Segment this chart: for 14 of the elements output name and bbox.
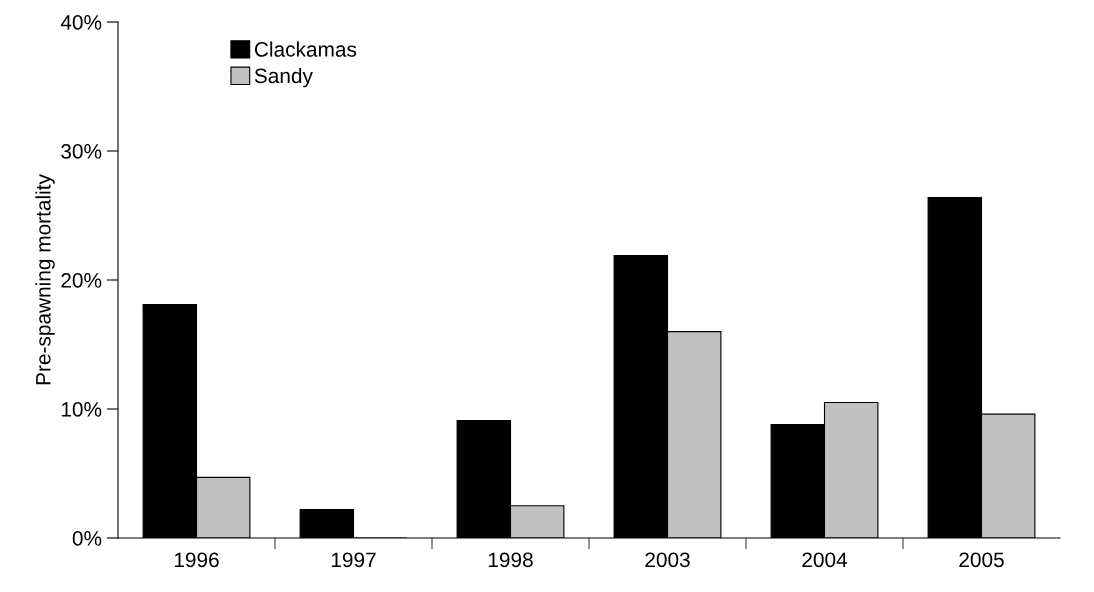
y-tick-label: 0% — [72, 531, 102, 546]
y-tick-label: 20% — [61, 273, 102, 288]
x-tick-label: 1997 — [331, 552, 376, 568]
y-tick-label: 40% — [60, 15, 102, 30]
x-tick-label: 1998 — [488, 552, 533, 568]
x-tick-label: 1996 — [174, 552, 219, 568]
x-tick-label: 2004 — [802, 552, 848, 568]
y-axis-title: Pre-spawning mortality — [35, 174, 55, 385]
legend-label: Clackamas — [254, 41, 357, 57]
x-tick-label: 2005 — [959, 552, 1004, 568]
legend-label: Sandy — [254, 67, 313, 88]
y-tick-label: 30% — [61, 144, 102, 159]
y-tick-label: 10% — [61, 402, 102, 417]
x-tick-label: 2003 — [645, 552, 690, 568]
